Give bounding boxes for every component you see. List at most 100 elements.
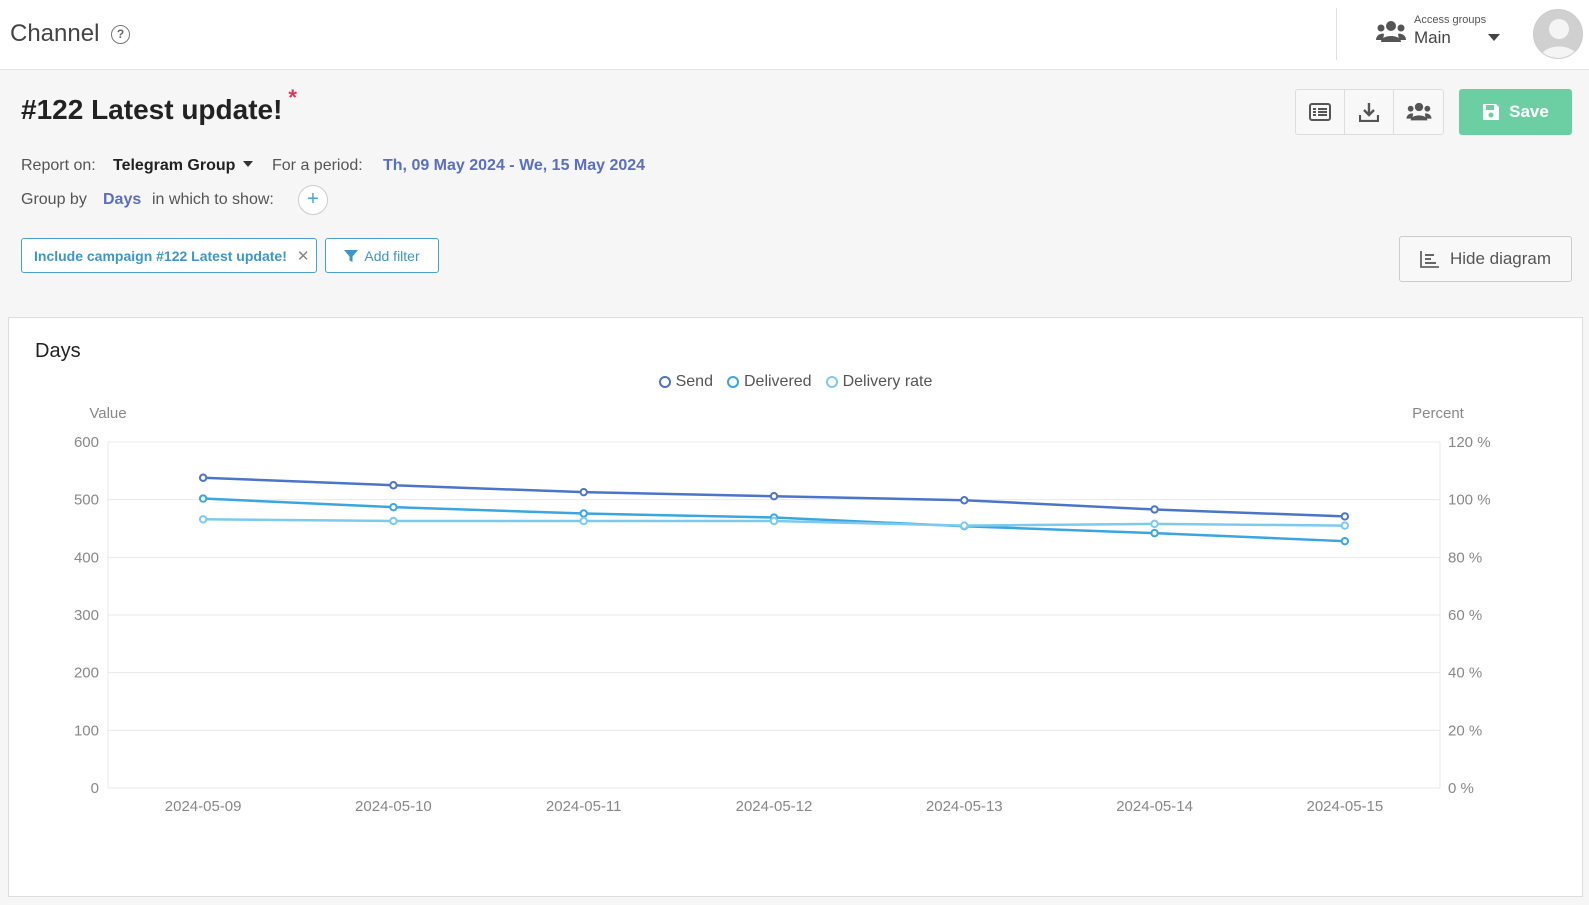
y2-tick-label: 80 % (1448, 549, 1482, 566)
filter-funnel-icon (344, 249, 359, 262)
report-toolbar (1295, 89, 1444, 135)
group-by-label: Group by (21, 191, 87, 208)
table-view-button[interactable] (1296, 90, 1345, 134)
data-point (1150, 528, 1159, 538)
page-title: #122 Latest update! * (21, 85, 297, 126)
access-groups-label: Access groups (1414, 14, 1487, 26)
x-tick-label: 2024-05-12 (736, 798, 813, 815)
list-icon (1309, 103, 1331, 121)
data-point (389, 481, 398, 490)
legend-item[interactable]: Send (658, 373, 713, 391)
legend-label: Send (675, 373, 713, 390)
share-access-button[interactable] (1394, 90, 1443, 134)
y-tick-label: 100 (74, 722, 99, 739)
y2-tick-label: 0 % (1448, 780, 1474, 797)
y2-tick-label: 120 % (1448, 434, 1491, 451)
app-title: Channel (10, 20, 100, 47)
legend-marker (726, 376, 739, 388)
data-point (769, 516, 779, 526)
y-tick-label: 0 (91, 780, 99, 797)
legend-marker (658, 376, 671, 388)
help-icon[interactable]: ? (111, 25, 130, 44)
period-picker[interactable]: Th, 09 May 2024 - We, 15 May 2024 (383, 157, 646, 174)
y-tick-label: 500 (74, 492, 99, 509)
x-tick-label: 2024-05-09 (165, 798, 242, 815)
data-point (579, 487, 588, 497)
data-point (198, 515, 208, 524)
group-by-selector[interactable]: Days (103, 191, 142, 208)
caret-down-icon (243, 161, 254, 167)
line-chart: 0 100 200 300 400 500 600 0 % 20 % 40 % 60 % 80 % 10… (74, 405, 1491, 815)
avatar[interactable] (1533, 9, 1583, 59)
floppy-disk-icon (1483, 104, 1500, 120)
data-point (1340, 536, 1350, 546)
add-filter-label: Add filter (364, 247, 420, 264)
data-point (389, 502, 398, 512)
x-tick-label: 2024-05-10 (355, 798, 432, 815)
data-point (769, 492, 779, 501)
y2-tick-label: 100 % (1448, 492, 1491, 509)
y2-tick-label: 60 % (1448, 607, 1482, 624)
user-avatar-icon (1540, 19, 1578, 58)
required-mark: * (288, 85, 297, 110)
filter-chip-value: #122 Latest update! (156, 247, 287, 264)
y2-tick-label: 20 % (1448, 722, 1482, 739)
period-label: For a period: (272, 157, 363, 174)
data-point (1340, 521, 1350, 530)
data-point (198, 494, 208, 503)
chart-card: Days Send Delivered Delivery rate 0 100 200 3… (8, 317, 1583, 897)
chevron-down-icon (1488, 34, 1500, 41)
download-icon (1359, 103, 1379, 122)
legend-marker (825, 376, 838, 388)
download-button[interactable] (1345, 90, 1394, 134)
data-point (579, 516, 588, 526)
x-tick-label: 2024-05-15 (1306, 798, 1383, 815)
y-axis-label: Value (89, 405, 126, 422)
chart-legend: Send Delivered Delivery rate (9, 373, 1582, 391)
y-tick-label: 600 (74, 434, 99, 451)
add-filter-button[interactable]: Add filter (325, 238, 439, 273)
header-divider (1336, 8, 1337, 60)
users-group-icon (1406, 102, 1431, 121)
y2-axis-label: Percent (1412, 405, 1465, 422)
filter-chip-include-campaign[interactable]: Include campaign #122 Latest update! ✕ (21, 238, 317, 273)
add-column-button[interactable]: + (298, 185, 328, 215)
x-tick-label: 2024-05-14 (1116, 798, 1193, 815)
legend-label: Delivered (743, 373, 812, 390)
y-tick-label: 400 (74, 549, 99, 566)
report-on-value: Telegram Group (113, 157, 236, 174)
data-point (960, 496, 969, 505)
show-label: in which to show: (152, 191, 274, 208)
access-groups-value: Main (1414, 28, 1451, 47)
data-point (1340, 512, 1350, 521)
x-tick-label: 2024-05-13 (926, 798, 1003, 815)
users-group-icon (1376, 21, 1406, 42)
y-tick-label: 300 (74, 607, 99, 624)
save-button-label: Save (1509, 102, 1549, 121)
report-title-text: #122 Latest update! (21, 94, 283, 125)
data-point (579, 509, 588, 518)
x-tick-label: 2024-05-11 (546, 798, 622, 815)
y2-tick-label: 40 % (1448, 665, 1482, 682)
hide-diagram-label: Hide diagram (1449, 249, 1552, 268)
hide-diagram-button[interactable]: Hide diagram (1399, 236, 1572, 282)
legend-item[interactable]: Delivered (726, 373, 812, 391)
report-on-dropdown[interactable]: Telegram Group (113, 157, 254, 175)
legend-item[interactable]: Delivery rate (825, 373, 933, 391)
plus-icon: + (307, 188, 319, 210)
data-point (389, 516, 398, 526)
legend-label: Delivery rate (842, 373, 933, 390)
chart-title: Days (35, 340, 81, 362)
chart-bars-icon (1420, 251, 1439, 268)
report-on-label: Report on: (21, 157, 96, 174)
data-point (198, 473, 208, 482)
data-point (1150, 505, 1159, 514)
data-point (1150, 519, 1159, 529)
data-point (960, 521, 969, 530)
close-icon[interactable]: ✕ (296, 247, 310, 265)
access-groups-dropdown[interactable]: Access groups Main (1376, 12, 1516, 56)
filter-chip-prefix: Include campaign (34, 247, 153, 264)
save-button[interactable]: Save (1459, 89, 1572, 135)
y-tick-label: 200 (74, 665, 99, 682)
top-bar: Channel ? Access groups Main (0, 0, 1589, 70)
